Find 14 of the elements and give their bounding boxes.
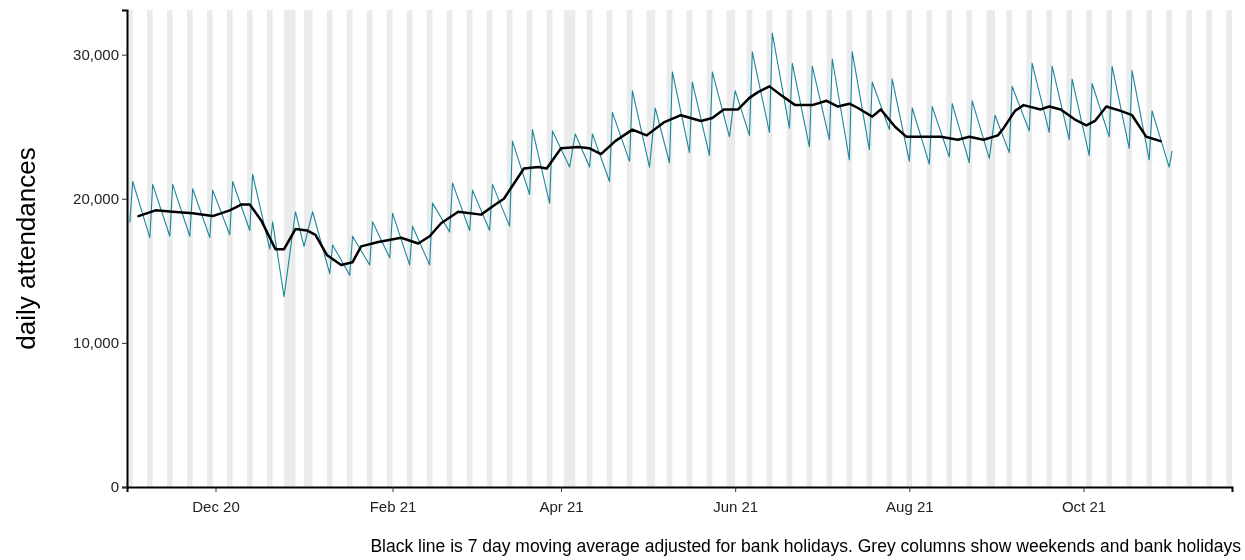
x-tick-label: Oct 21: [1061, 497, 1107, 515]
x-tick-label: Jun 21: [713, 497, 759, 515]
line-series: [129, 32, 1173, 298]
x-tick-label: Apr 21: [539, 497, 584, 515]
x-tick-label: Feb 21: [369, 497, 417, 515]
x-tick-label: Dec 20: [192, 497, 240, 515]
text: Black line is 7 day moving average adjusted for bank holidays. Grey columns show weekends and bank holidays: [370, 536, 1242, 556]
y-tick-label: 10,000: [73, 334, 119, 352]
x-tick-label: Aug 21: [886, 497, 934, 515]
y-tick-label: 30,000: [73, 45, 119, 63]
line-series: [137, 85, 1162, 267]
y-tick-label: 0: [110, 478, 119, 496]
y-tick-label: 20,000: [73, 190, 119, 208]
y-axis-title: daily attendances: [11, 147, 41, 350]
